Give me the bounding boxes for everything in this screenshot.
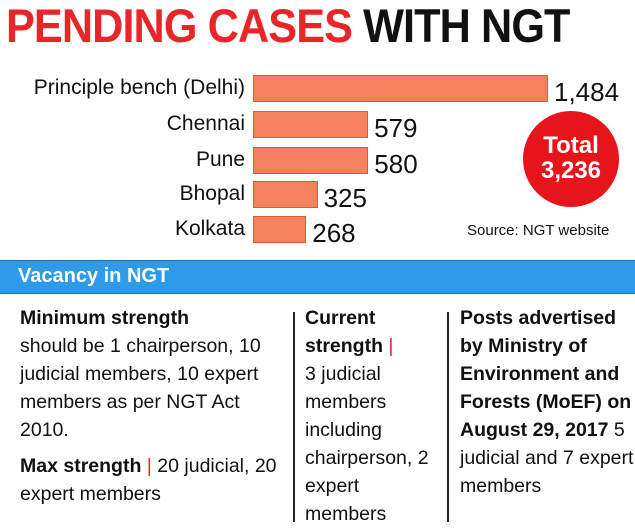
value-label: 325 xyxy=(323,183,367,213)
col-posts: Posts advertised by Ministry of Environm… xyxy=(460,304,635,500)
value-label: 580 xyxy=(374,149,418,179)
total-badge: Total 3,236 xyxy=(523,111,619,207)
bar xyxy=(253,147,369,174)
title-black: WITH NGT xyxy=(363,0,570,52)
current-strength-text: 3 judicial members including chairperson… xyxy=(305,363,429,525)
vacancy-header: Vacancy in NGT xyxy=(0,260,635,294)
category-label: Bhopal xyxy=(179,182,245,205)
category-label: Pune xyxy=(195,148,245,171)
posts-text: 5 judicial and 7 expert members xyxy=(460,419,634,497)
source-note: Source: NGT website xyxy=(467,222,610,239)
category-label: Kolkata xyxy=(174,217,245,240)
separator: | xyxy=(388,335,394,357)
bar xyxy=(253,111,369,138)
bar xyxy=(253,75,548,102)
value-label: 1,484 xyxy=(554,77,620,107)
value-label: 268 xyxy=(312,218,356,248)
category-label: Chennai xyxy=(166,112,245,135)
total-value: 3,236 xyxy=(540,157,602,184)
max-strength-text: 20 judicial, 20 expert members xyxy=(20,455,277,505)
min-strength-heading: Minimum strength xyxy=(20,307,189,329)
col-current: Current strength | 3 judicial members in… xyxy=(305,304,440,528)
current-strength-heading: Current strength xyxy=(305,307,383,357)
posts-heading: Posts advertised by Ministry of Environm… xyxy=(460,307,632,441)
total-label: Total xyxy=(543,132,599,159)
divider xyxy=(447,312,449,522)
title-red: PENDING CASES xyxy=(6,0,353,52)
page-title: PENDING CASES WITH NGT xyxy=(6,0,570,52)
category-label: Principle bench (Delhi) xyxy=(33,76,245,99)
value-label: 579 xyxy=(374,113,418,143)
divider xyxy=(293,312,295,522)
bar xyxy=(253,181,318,208)
max-strength-heading: Max strength xyxy=(20,455,142,477)
bar xyxy=(253,216,307,243)
separator: | xyxy=(146,455,152,477)
min-strength-text: should be 1 chairperson, 10 judicial mem… xyxy=(20,335,261,441)
col-minimum: Minimum strength should be 1 chairperson… xyxy=(20,304,290,508)
vacancy-heading: Vacancy in NGT xyxy=(18,265,170,287)
